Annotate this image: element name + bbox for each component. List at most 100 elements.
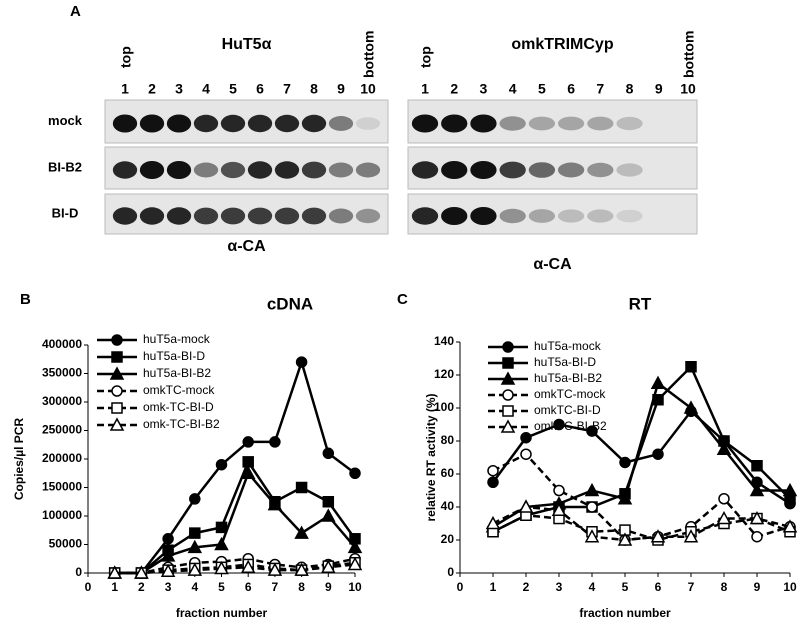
data-point: [160, 563, 176, 578]
band: [139, 207, 165, 225]
data-point: [240, 465, 256, 479]
data-point: [617, 532, 633, 546]
data-point: [584, 482, 600, 497]
data-point: [749, 510, 765, 525]
blot-antibody: α-CA: [227, 238, 266, 255]
band: [557, 116, 585, 131]
data-point: [751, 460, 763, 472]
x-tick-label: 9: [325, 580, 332, 594]
band: [274, 114, 300, 133]
series-line: [492, 505, 791, 542]
y-tick-label: 120: [434, 367, 454, 381]
panel-label: A: [70, 3, 81, 20]
lane-number: 2: [450, 81, 458, 97]
data-point: [242, 456, 254, 468]
x-tick-label: 5: [218, 580, 225, 594]
data-point: [240, 559, 256, 574]
band: [441, 161, 468, 179]
data-point: [295, 356, 308, 368]
band: [528, 116, 556, 131]
row-label: BI-B2: [48, 159, 82, 174]
blot-top: top: [418, 46, 434, 68]
legend-label: omkTC-mock: [143, 383, 215, 397]
x-tick-label: 1: [490, 580, 497, 594]
y-tick-label: 250000: [42, 423, 82, 437]
band: [499, 161, 526, 179]
data-point: [267, 562, 283, 576]
data-point: [617, 491, 633, 505]
data-point: [189, 527, 201, 539]
lane-number: 6: [256, 81, 264, 97]
data-point: [685, 361, 697, 373]
legend-marker: [500, 419, 516, 433]
band: [441, 114, 468, 133]
lane-number: 6: [567, 81, 575, 97]
data-point: [520, 448, 532, 460]
panel-label: B: [20, 291, 31, 308]
x-tick-label: 6: [655, 580, 662, 594]
lane-number: 10: [680, 81, 696, 97]
x-tick-label: 4: [589, 580, 596, 594]
band: [528, 162, 556, 178]
data-point: [295, 481, 308, 494]
legend-label: omkTC-mock: [534, 387, 606, 401]
lane-number: 3: [480, 81, 488, 97]
data-point: [716, 441, 732, 455]
y-tick-label: 50000: [49, 537, 83, 551]
data-point: [553, 418, 565, 431]
data-point: [782, 482, 798, 497]
y-tick-label: 150000: [42, 480, 82, 494]
x-tick-label: 6: [245, 580, 252, 594]
legend-marker: [111, 334, 123, 346]
data-point: [586, 425, 598, 437]
data-point: [134, 565, 149, 579]
chart-title: RT: [629, 294, 652, 313]
legend-marker: [109, 366, 125, 380]
legend-marker: [111, 402, 123, 414]
data-point: [716, 510, 732, 525]
series-line: [114, 557, 356, 575]
band: [328, 116, 354, 131]
series-line: [114, 563, 356, 575]
data-point: [321, 559, 336, 574]
lane-number: 9: [655, 81, 663, 97]
data-point: [551, 502, 567, 517]
data-point: [214, 560, 229, 575]
x-tick-label: 4: [191, 580, 198, 594]
band: [557, 162, 585, 178]
legend-marker: [500, 371, 516, 385]
data-point: [683, 400, 699, 414]
series-line: [492, 381, 790, 528]
band: [139, 114, 165, 133]
lane-number: 7: [283, 81, 291, 97]
x-tick-label: 0: [85, 580, 92, 594]
blot-bottom: bottom: [681, 31, 697, 78]
band: [220, 114, 246, 133]
y-tick-label: 40: [441, 499, 455, 513]
lane-number: 3: [175, 81, 183, 97]
data-point: [187, 539, 203, 554]
blot-title: omkTRIMCyp: [511, 36, 613, 53]
band: [220, 161, 246, 179]
data-point: [214, 536, 229, 551]
band: [587, 209, 614, 223]
band: [411, 207, 439, 225]
lane-number: 1: [421, 81, 429, 97]
legend-marker: [111, 351, 123, 363]
band: [166, 114, 192, 133]
legend-label: omkTC-BI-D: [534, 403, 601, 417]
band: [166, 161, 192, 179]
band: [616, 116, 643, 131]
band: [355, 208, 381, 224]
band: [616, 209, 643, 223]
y-tick-label: 400000: [42, 337, 82, 351]
x-axis-label: fraction number: [579, 606, 671, 620]
legend-marker: [111, 385, 123, 397]
lane-number: 4: [202, 81, 210, 97]
band: [411, 114, 439, 133]
x-tick-label: 3: [165, 580, 172, 594]
band: [247, 207, 273, 225]
y-tick-label: 0: [75, 565, 82, 579]
blot-top: top: [118, 46, 134, 68]
